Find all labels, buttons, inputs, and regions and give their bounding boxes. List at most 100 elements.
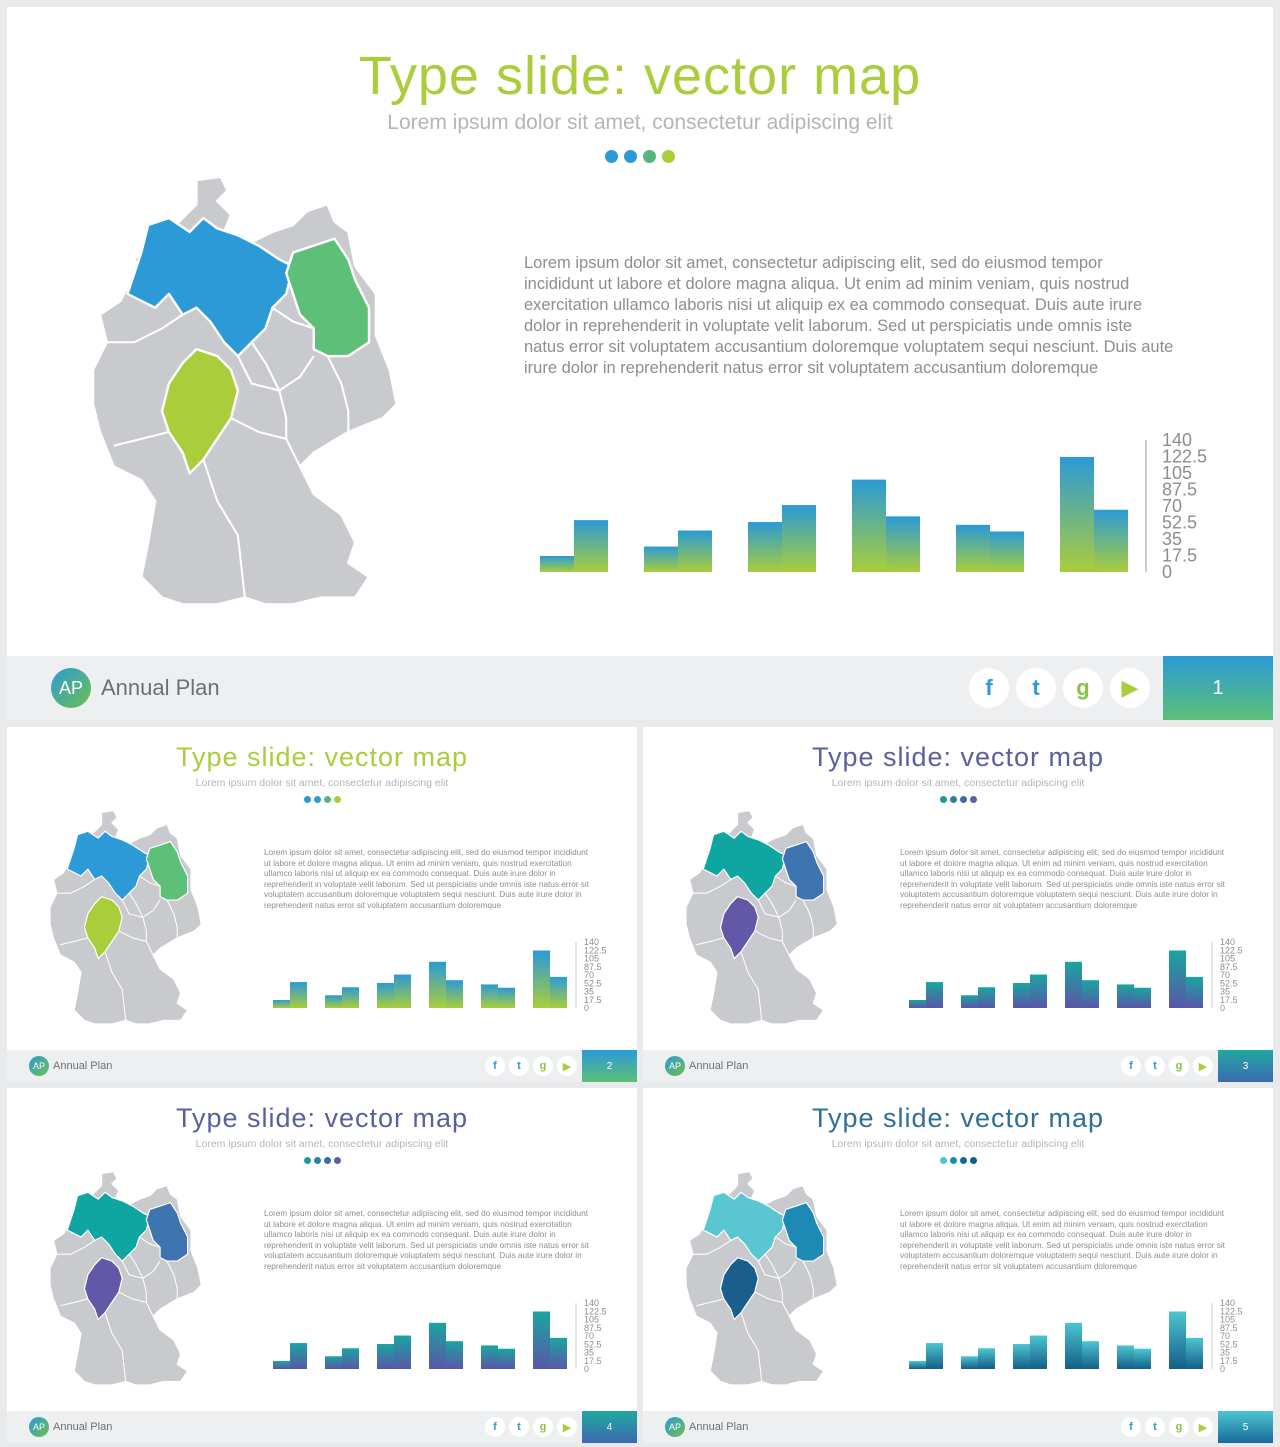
map-border [696,937,724,946]
youtube-icon[interactable]: ▶ [557,1417,577,1437]
bar-6-series-1 [1169,950,1186,1008]
y-tick-label: 70 [584,1331,594,1341]
map-region-north[interactable] [126,216,295,358]
y-tick-label: 0 [1162,562,1172,580]
map-region-east[interactable] [145,840,189,901]
map-region-center[interactable] [719,896,759,960]
map-region-east[interactable] [145,1201,189,1262]
map-region-center[interactable] [160,347,240,475]
facebook-icon[interactable]: f [1121,1417,1141,1437]
y-tick-label: 52.5 [1220,978,1238,988]
map-border [118,930,154,956]
map-region-east[interactable] [781,1201,825,1262]
bar-3-series-2 [394,1335,411,1369]
dot [333,796,341,803]
y-tick-label: 35 [584,1348,594,1358]
facebook-icon[interactable]: f [969,668,1009,708]
bar-5-series-2 [498,987,515,1008]
map-border [56,1240,96,1255]
facebook-icon[interactable]: f [1121,1056,1141,1076]
footer-bar: AP Annual Plan f t g ▶ 5 [643,1411,1273,1443]
map-border [775,875,797,887]
germany-map[interactable] [686,1168,858,1392]
y-tick-label: 0 [1220,1364,1225,1373]
slide-title: Type slide: vector map [811,742,1105,772]
youtube-icon[interactable]: ▶ [1110,668,1150,708]
google-icon[interactable]: g [533,1056,553,1076]
dot [323,796,331,803]
germany-map[interactable] [50,1168,222,1392]
slide-4: Type slide: vector map Lorem ipsum dolor… [7,1088,637,1443]
bar-3-series-1 [748,522,782,572]
map-region-east[interactable] [781,840,825,901]
bar-5-series-2 [1134,987,1151,1008]
bar-2-series-2 [342,1348,359,1369]
germany-map[interactable] [93,169,438,619]
decorative-dots [643,1157,1273,1164]
bar-3-series-1 [377,983,394,1008]
bar-5-series-2 [990,531,1024,572]
dot [303,796,311,803]
page-number: 3 [1218,1050,1273,1082]
bar-2-series-1 [325,1356,342,1369]
twitter-icon[interactable]: t [1145,1056,1165,1076]
map-border [139,1236,161,1248]
germany-map[interactable] [50,807,222,1031]
map-region-center[interactable] [83,896,123,960]
social-links: f t g ▶ [969,668,1157,708]
bar-1-series-2 [574,520,608,572]
slide-subtitle: Lorem ipsum dolor sit amet, consectetur … [195,1138,449,1150]
bar-4-series-2 [886,516,920,572]
y-tick-label: 140 [584,937,599,947]
twitter-icon[interactable]: t [509,1417,529,1437]
map-region-north[interactable] [702,1191,787,1262]
page-number: 5 [1218,1411,1273,1443]
bar-6-series-2 [1186,1337,1203,1369]
map-border [278,390,288,439]
twitter-icon[interactable]: t [1016,668,1056,708]
twitter-icon[interactable]: t [1145,1417,1165,1437]
bar-1-series-1 [273,999,290,1008]
bar-5-series-1 [956,524,990,572]
facebook-icon[interactable]: f [485,1417,505,1437]
youtube-icon[interactable]: ▶ [1193,1417,1213,1437]
youtube-icon[interactable]: ▶ [557,1056,577,1076]
y-tick-label: 17.5 [1162,546,1197,566]
bar-4-series-1 [1065,961,1082,1008]
google-icon[interactable]: g [1063,668,1103,708]
map-region-center[interactable] [719,1257,759,1321]
decorative-dots [7,1157,637,1164]
twitter-icon[interactable]: t [509,1056,529,1076]
y-tick-label: 70 [584,970,594,980]
bar-4-series-2 [446,980,463,1008]
map-region-center[interactable] [83,1257,123,1321]
dot [662,150,675,163]
y-tick-label: 35 [1220,987,1230,997]
footer-bar: AP Annual Plan f t g ▶ 1 [7,656,1273,720]
germany-map[interactable] [686,807,858,1031]
map-region-east[interactable] [284,237,371,358]
map-region-north[interactable] [66,1191,151,1262]
social-links: f t g ▶ [1121,1056,1217,1076]
map-border [104,1312,127,1382]
y-tick-label: 35 [584,987,594,997]
map-border [230,417,301,467]
map-region-north[interactable] [702,830,787,901]
slide-2: Type slide: vector map Lorem ipsum dolor… [7,727,637,1082]
bar-3-series-1 [1013,1344,1030,1369]
bar-3-series-2 [782,505,816,572]
google-icon[interactable]: g [533,1417,553,1437]
y-tick-label: 52.5 [1220,1339,1238,1349]
google-icon[interactable]: g [1169,1417,1189,1437]
bar-4-series-2 [1082,980,1099,1008]
logo-icon: AP [665,1417,685,1437]
map-border [326,355,350,432]
bar-1-series-1 [273,1360,290,1369]
map-region-north[interactable] [66,830,151,901]
y-tick-label: 140 [1162,430,1192,450]
bar-3-series-1 [1013,983,1030,1008]
facebook-icon[interactable]: f [485,1056,505,1076]
google-icon[interactable]: g [1169,1056,1189,1076]
youtube-icon[interactable]: ▶ [1193,1056,1213,1076]
